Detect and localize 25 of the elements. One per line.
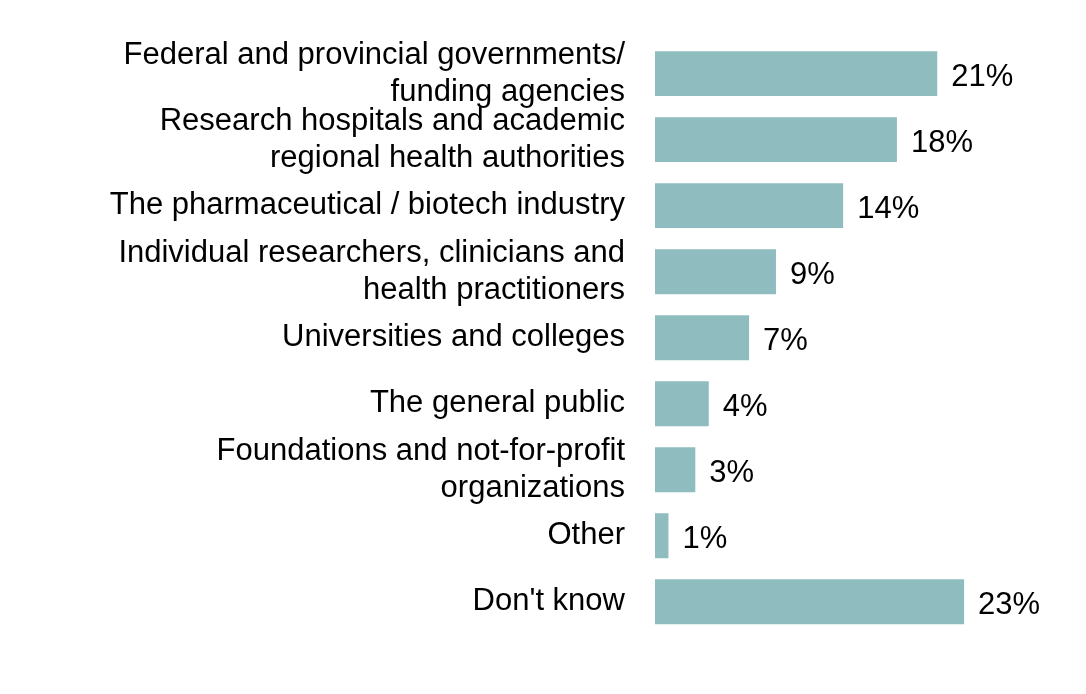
- bar: [655, 447, 696, 493]
- y-tick-label: Foundations and not-for-profit organizations: [216, 431, 626, 504]
- bar: [655, 579, 965, 625]
- data-label: 1%: [682, 520, 728, 556]
- bar: [655, 183, 844, 229]
- bar: [655, 513, 669, 559]
- y-tick-label: Other: [547, 516, 625, 552]
- bar: [655, 51, 938, 97]
- bar: [655, 249, 776, 295]
- y-tick-label: The pharmaceutical / biotech industry: [109, 186, 626, 222]
- data-label: 14%: [857, 190, 920, 226]
- data-label: 4%: [722, 388, 768, 424]
- data-label: 21%: [951, 58, 1014, 94]
- y-tick-label: Don't know: [472, 582, 626, 618]
- y-tick-label: Individual researchers, clinicians and health practitioners: [118, 233, 625, 306]
- data-label: 23%: [978, 586, 1041, 622]
- data-label: 9%: [789, 256, 835, 292]
- y-tick-label: The general public: [369, 384, 625, 420]
- bar: [655, 381, 709, 427]
- bar: [655, 315, 750, 361]
- y-tick-label: Universities and colleges: [282, 318, 625, 354]
- data-label: 3%: [709, 454, 755, 490]
- data-label: 7%: [763, 322, 808, 358]
- data-label: 18%: [910, 124, 973, 160]
- bar: [655, 117, 897, 163]
